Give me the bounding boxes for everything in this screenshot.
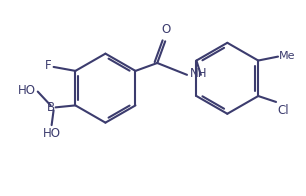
Text: Me: Me [279, 51, 296, 61]
Text: Cl: Cl [277, 104, 289, 117]
Text: HO: HO [18, 84, 36, 97]
Text: B: B [47, 101, 54, 114]
Text: HO: HO [43, 127, 61, 140]
Text: F: F [45, 59, 52, 73]
Text: O: O [162, 23, 171, 36]
Text: NH: NH [190, 67, 207, 80]
